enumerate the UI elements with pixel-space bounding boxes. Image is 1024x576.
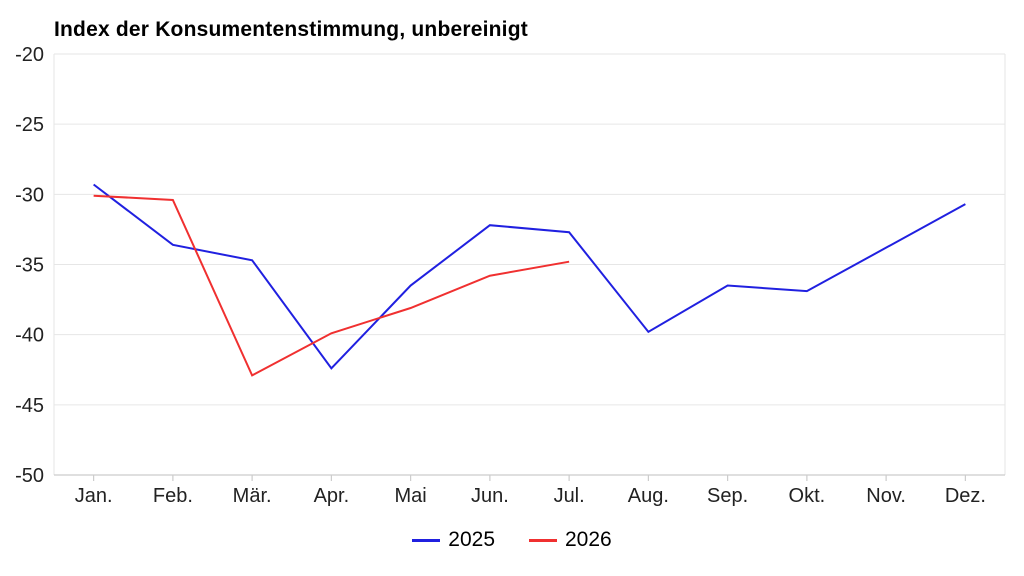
chart-title: Index der Konsumentenstimmung, unbereini… [54,18,528,41]
x-tick-label: Sep. [707,485,748,507]
legend: 2025 2026 [0,528,1024,552]
y-tick-label: -35 [15,255,44,277]
legend-swatch-2025 [412,538,441,542]
x-tick-label: Aug. [628,485,669,507]
y-tick-label: -45 [15,395,44,417]
x-tick-label: Jan. [75,485,113,507]
axes [53,54,1006,481]
y-tick-label: -25 [15,114,44,136]
series-lines [93,183,966,377]
series-line-2026 [93,194,570,377]
x-tick-label: Apr. [314,485,350,507]
series-line-2025 [93,183,966,370]
x-tick-label: Nov. [866,485,906,507]
y-tick-label: -40 [15,325,44,347]
x-tick-label: Dez. [945,485,986,507]
legend-swatch-2026 [529,538,557,542]
x-tick-labels: Jan. Feb. Mär. Apr. Mai Jun. Jul. Aug. Sep. Okt. N… [75,485,986,507]
x-tick-label: Jul. [554,485,585,507]
y-tick-label: -50 [15,465,44,487]
legend-item-2026: 2026 [529,528,612,552]
grid-lines [54,53,1005,476]
x-tick-label: Jun. [471,485,509,507]
y-tick-labels: -20 -25 -30 -35 -40 -45 -50 [15,44,44,487]
x-tick-label: Mär. [233,485,272,507]
y-tick-label: -30 [15,184,44,206]
x-tick-label: Okt. [789,485,826,507]
legend-label-2025: 2025 [448,528,495,551]
x-tick-label: Mai [395,485,427,507]
legend-label-2026: 2026 [565,528,612,551]
y-tick-label: -20 [15,44,44,66]
line-chart: -20 -25 -30 -35 -40 -45 -50 Jan. Feb. Mär. Apr. Ma… [15,44,1006,507]
legend-item-2025: 2025 [412,528,495,552]
x-tick-label: Feb. [153,485,193,507]
